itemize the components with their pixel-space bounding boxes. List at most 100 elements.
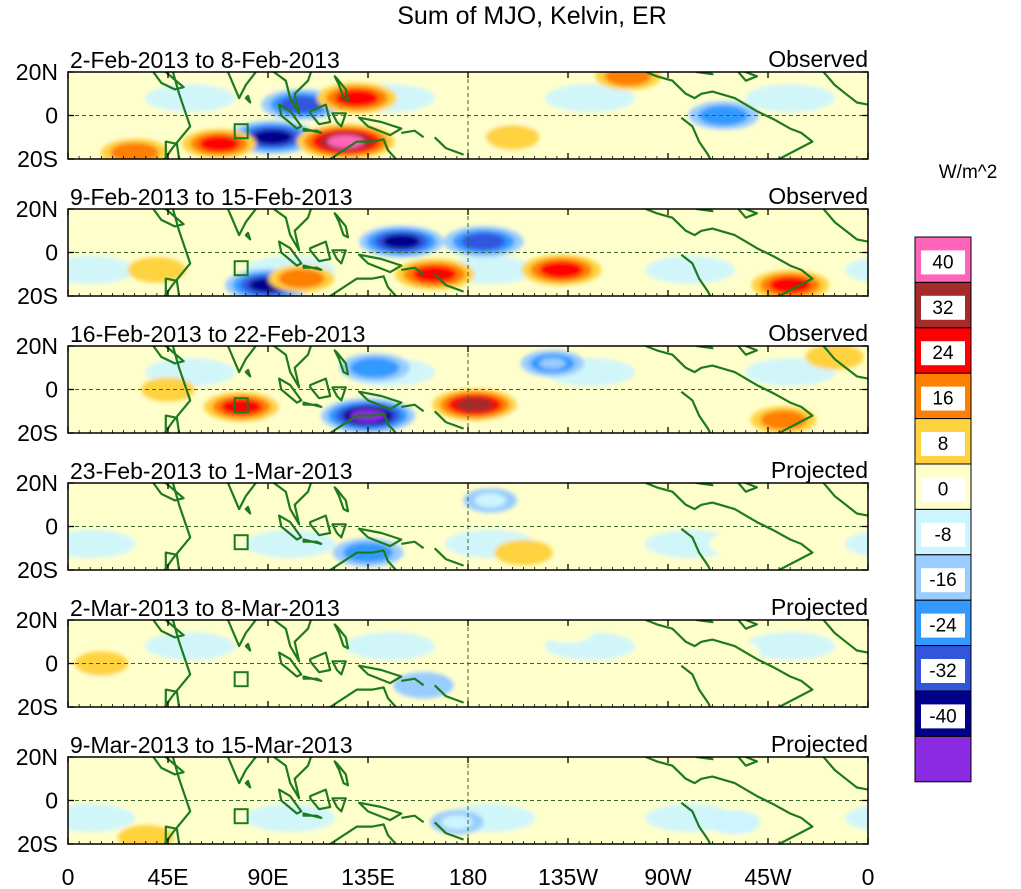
colorbar-tick-label: 0	[938, 479, 949, 500]
colorbar-label-bg	[921, 522, 965, 547]
latitude-tick-label: 0	[45, 377, 58, 403]
background-band	[745, 632, 836, 661]
anomaly-contour	[770, 414, 798, 426]
anomaly-contour	[287, 272, 315, 285]
latitude-tick-label: 20S	[17, 283, 58, 309]
panel-status-label: Projected	[771, 457, 868, 483]
colorbar-tick-label: -8	[935, 525, 952, 546]
colorbar-unit-label: W/m^2	[939, 162, 998, 183]
colorbar-tick-label: 24	[932, 343, 954, 364]
longitude-tick-label: 135W	[538, 864, 598, 889]
panel-date-range: 9-Feb-2013 to 15-Feb-2013	[70, 184, 353, 210]
background-band	[745, 221, 836, 250]
colorbar-label-bg	[921, 659, 965, 683]
colorbar-label-bg	[921, 477, 965, 502]
panel-status-label: Observed	[768, 320, 868, 346]
panel-2: 20N 0 20S 9-Feb-2013 to 15-Feb-2013 Observed	[16, 183, 869, 309]
anomaly-contour	[470, 236, 497, 247]
background-band	[645, 666, 736, 695]
background-band	[645, 392, 736, 421]
panel-status-label: Observed	[768, 183, 868, 209]
anomaly-contour	[614, 72, 642, 82]
background-band	[145, 495, 236, 524]
anomaly-contour	[463, 400, 486, 409]
anomaly-contour	[129, 830, 163, 844]
anomaly-contour	[817, 349, 852, 365]
background-band	[345, 632, 436, 661]
latitude-tick-label: 20N	[16, 744, 58, 770]
anomaly-contour	[719, 645, 750, 660]
latitude-tick-label: 20N	[16, 607, 58, 633]
anomaly-contour	[539, 357, 566, 369]
anomaly-contour	[496, 130, 529, 145]
box-outline	[233, 397, 249, 414]
anomaly-contour	[253, 508, 283, 523]
anomaly-contour	[260, 132, 285, 142]
colorbar-label-bg	[921, 250, 965, 275]
background-band	[68, 118, 136, 147]
panel-3: 20N 0 20S 16-Feb-2013 to 22-Feb-2013 Observe…	[16, 320, 869, 446]
anomaly-contour	[421, 269, 448, 280]
background-band	[745, 495, 836, 524]
colorbar-tick-label: 8	[938, 434, 949, 455]
anomaly-contour	[390, 237, 413, 246]
colorbar-label-bg	[921, 568, 965, 593]
anomaly-contour	[139, 262, 174, 278]
longitude-axis: 0 45E 90E 135E 180 135W 90W 45W 0	[62, 864, 875, 889]
background-band	[545, 221, 636, 250]
panel-date-range: 9-Mar-2013 to 15-Mar-2013	[70, 732, 353, 758]
background-band	[345, 495, 436, 524]
background-band	[545, 84, 636, 113]
background-band	[345, 769, 436, 798]
panel-status-label: Observed	[768, 46, 868, 72]
background-band	[145, 221, 236, 250]
colorbar-label-bg	[921, 613, 965, 638]
background-band	[68, 803, 136, 832]
background-band	[68, 392, 136, 421]
latitude-tick-label: 20N	[16, 59, 58, 85]
panel-6: 20N 0 20S 9-Mar-2013 to 15-Mar-2013 Projecte…	[16, 731, 869, 857]
latitude-tick-label: 0	[45, 240, 58, 266]
background-band	[845, 531, 868, 557]
background-band	[745, 84, 836, 113]
colorbar-tick-label: 40	[932, 252, 953, 273]
background-band	[845, 668, 868, 694]
coastlines	[152, 483, 868, 570]
latitude-tick-label: 20S	[17, 831, 58, 857]
background-band	[68, 529, 136, 558]
colorbar-tick-label: -40	[929, 706, 956, 727]
background-band	[845, 394, 868, 420]
latitude-tick-label: 0	[45, 514, 58, 540]
box-outline	[233, 260, 249, 277]
colorbar-tick-label: 32	[932, 298, 953, 319]
background-band	[545, 769, 636, 798]
colorbar-label-bg	[921, 704, 965, 729]
panel-5: 20N 0 20S 2-Mar-2013 to 8-Mar-2013 Projected	[16, 594, 869, 720]
coastlines	[151, 72, 868, 159]
background-band	[145, 84, 236, 113]
panel-date-range: 16-Feb-2013 to 22-Feb-2013	[70, 321, 365, 347]
latitude-tick-label: 0	[45, 651, 58, 677]
background-band	[845, 120, 868, 146]
latitude-tick-label: 20S	[17, 146, 58, 172]
latitude-tick-label: 20S	[17, 694, 58, 720]
colorbar-label-bg	[921, 386, 965, 411]
background-band	[245, 803, 336, 832]
background-band	[745, 769, 836, 798]
panel-date-range: 2-Mar-2013 to 8-Mar-2013	[70, 595, 340, 621]
panel-date-range: 2-Feb-2013 to 8-Feb-2013	[70, 47, 340, 73]
anomaly-contour	[553, 623, 583, 638]
panel-date-range: 23-Feb-2013 to 1-Mar-2013	[70, 458, 353, 484]
background-band	[68, 666, 136, 695]
colorbar-tick-label: 16	[932, 389, 953, 410]
background-band	[145, 632, 236, 661]
anomaly-contour	[506, 545, 541, 561]
colorbar-swatch	[914, 735, 972, 783]
panel-status-label: Projected	[771, 594, 868, 620]
background-band	[645, 529, 736, 558]
anomaly-contour	[719, 536, 750, 551]
latitude-tick-label: 0	[45, 788, 58, 814]
colorbar-tick-label: -32	[929, 661, 956, 682]
coastlines	[152, 620, 868, 707]
